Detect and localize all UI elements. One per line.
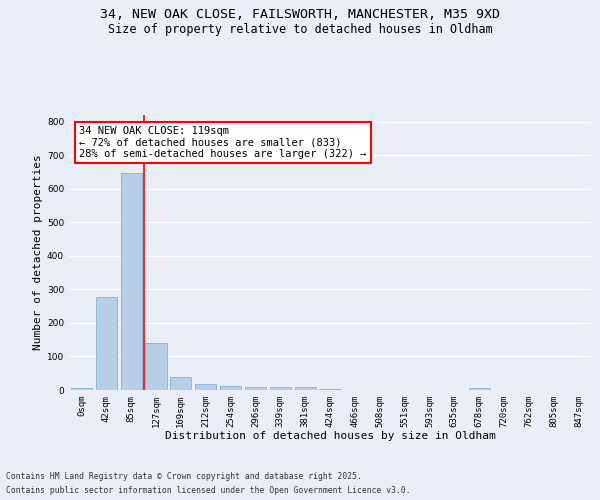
Bar bbox=[295, 388, 316, 390]
Bar bbox=[145, 343, 167, 390]
Bar bbox=[220, 386, 241, 390]
Bar bbox=[245, 386, 266, 390]
Y-axis label: Number of detached properties: Number of detached properties bbox=[33, 154, 43, 350]
Bar bbox=[469, 388, 490, 390]
Bar bbox=[195, 384, 216, 390]
Bar bbox=[121, 172, 142, 390]
Text: 34 NEW OAK CLOSE: 119sqm
← 72% of detached houses are smaller (833)
28% of semi-: 34 NEW OAK CLOSE: 119sqm ← 72% of detach… bbox=[79, 126, 367, 159]
Text: Contains HM Land Registry data © Crown copyright and database right 2025.: Contains HM Land Registry data © Crown c… bbox=[6, 472, 362, 481]
Text: Contains public sector information licensed under the Open Government Licence v3: Contains public sector information licen… bbox=[6, 486, 410, 495]
Text: 34, NEW OAK CLOSE, FAILSWORTH, MANCHESTER, M35 9XD: 34, NEW OAK CLOSE, FAILSWORTH, MANCHESTE… bbox=[100, 8, 500, 20]
X-axis label: Distribution of detached houses by size in Oldham: Distribution of detached houses by size … bbox=[164, 432, 496, 442]
Bar bbox=[71, 388, 92, 390]
Text: Size of property relative to detached houses in Oldham: Size of property relative to detached ho… bbox=[107, 22, 493, 36]
Bar bbox=[170, 378, 191, 390]
Bar bbox=[96, 297, 117, 390]
Bar bbox=[270, 386, 291, 390]
